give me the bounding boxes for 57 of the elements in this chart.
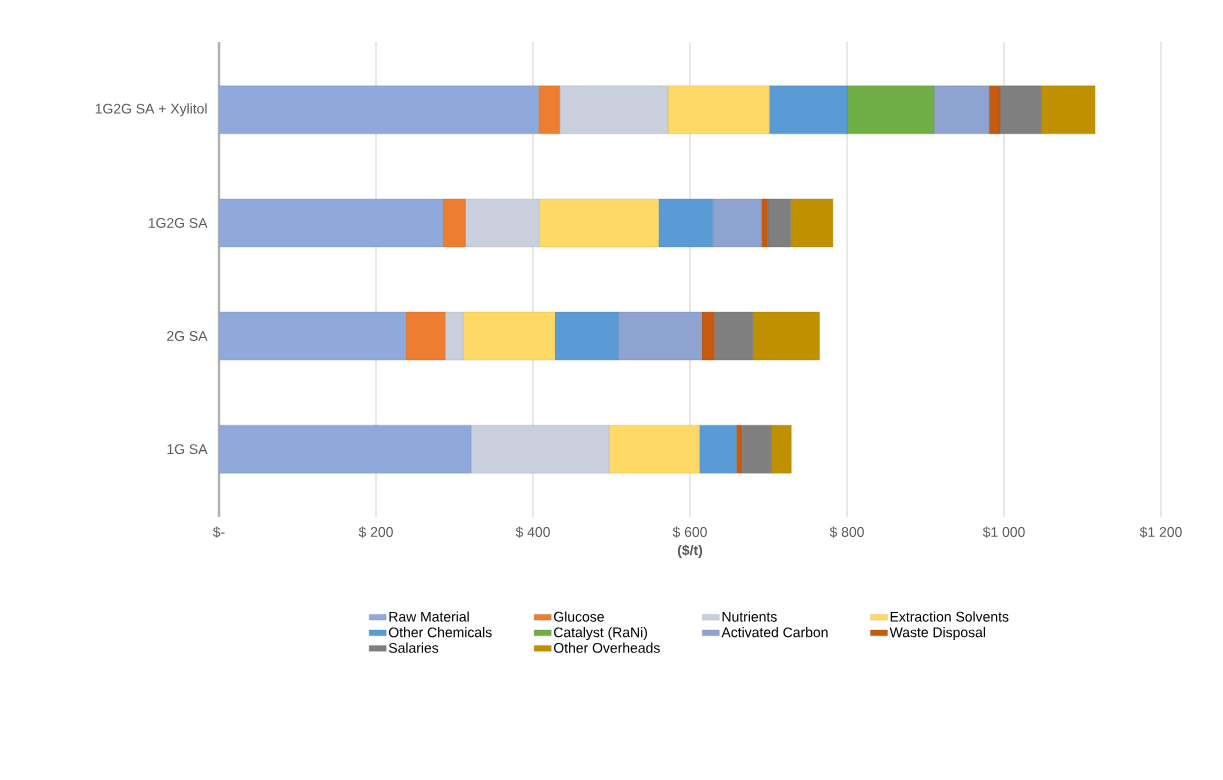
legend-label: Catalyst (RaNi) bbox=[554, 627, 647, 641]
legend-label: Other Chemicals bbox=[388, 627, 492, 638]
x-tick-label: $ 200 bbox=[358, 526, 393, 538]
x-tick-label: $1 000 bbox=[982, 526, 1025, 538]
y-tick-label: 2G SA bbox=[167, 331, 208, 341]
bar bbox=[538, 85, 560, 135]
y-tick-label: 1G SA bbox=[167, 444, 208, 455]
legend-label: Raw Material bbox=[389, 611, 469, 622]
bar bbox=[790, 198, 834, 248]
bar bbox=[736, 425, 742, 474]
bar bbox=[658, 198, 713, 248]
bar bbox=[539, 198, 659, 248]
bar bbox=[667, 85, 770, 135]
bar bbox=[999, 85, 1042, 135]
legend-label: Glucose bbox=[554, 611, 604, 622]
bar bbox=[405, 311, 446, 361]
bar bbox=[219, 425, 472, 474]
legend-label: Waste Disposal bbox=[889, 627, 986, 641]
bar bbox=[699, 425, 737, 474]
x-tick-label: $ 600 bbox=[672, 526, 707, 538]
bar bbox=[752, 311, 820, 361]
bar bbox=[462, 311, 556, 361]
bar bbox=[769, 85, 848, 135]
x-axis-title: ($/t) bbox=[677, 544, 703, 558]
legend-label: Salaries bbox=[388, 642, 439, 653]
bar bbox=[470, 425, 610, 474]
bar bbox=[444, 311, 464, 361]
bar bbox=[618, 311, 702, 361]
bar bbox=[712, 198, 762, 248]
bar bbox=[465, 198, 540, 248]
bar bbox=[714, 311, 753, 361]
x-tick-label: $ 800 bbox=[829, 526, 864, 538]
bar bbox=[559, 85, 669, 135]
bar bbox=[767, 198, 791, 248]
legend-label: Nutrients bbox=[722, 611, 777, 622]
bar bbox=[442, 198, 466, 248]
bar bbox=[554, 311, 619, 361]
bar bbox=[846, 85, 935, 135]
bar bbox=[701, 311, 715, 361]
legend-label: Extraction Solvents bbox=[890, 611, 1009, 622]
bar bbox=[770, 425, 792, 474]
y-tick-label: 1G2G SA + Xylitol bbox=[95, 103, 207, 117]
bar bbox=[219, 311, 406, 361]
bar bbox=[609, 425, 700, 474]
bar bbox=[1040, 85, 1096, 135]
legend-label: Other Overheads bbox=[553, 642, 660, 653]
bar bbox=[761, 198, 768, 248]
bar bbox=[988, 85, 1001, 135]
legend-label: Activated Carbon bbox=[721, 627, 828, 638]
x-tick-label: $- bbox=[212, 526, 225, 538]
y-tick-label: 1G2G SA bbox=[148, 218, 208, 228]
x-tick-label: $ 400 bbox=[515, 526, 550, 538]
bar bbox=[219, 85, 539, 135]
bar bbox=[219, 198, 443, 248]
bar bbox=[740, 425, 772, 474]
bar bbox=[933, 85, 990, 135]
x-tick-label: $1 200 bbox=[1139, 526, 1182, 538]
